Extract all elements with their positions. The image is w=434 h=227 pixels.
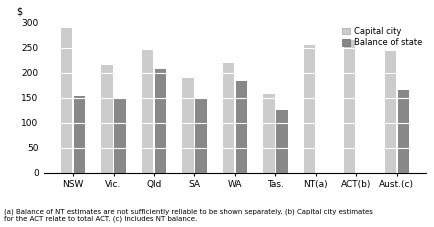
- Bar: [276, 110, 287, 173]
- Bar: [303, 45, 314, 173]
- Text: $: $: [16, 7, 23, 17]
- Bar: [235, 81, 247, 173]
- Bar: [397, 90, 408, 173]
- Bar: [101, 65, 112, 173]
- Bar: [263, 94, 274, 173]
- Bar: [155, 69, 166, 173]
- Legend: Capital city, Balance of state: Capital city, Balance of state: [341, 27, 421, 47]
- Bar: [222, 63, 233, 173]
- Bar: [195, 98, 206, 173]
- Bar: [343, 40, 355, 173]
- Bar: [182, 78, 193, 173]
- Bar: [384, 51, 395, 173]
- Bar: [74, 96, 85, 173]
- Bar: [141, 50, 153, 173]
- Bar: [61, 28, 72, 173]
- Text: (a) Balance of NT estimates are not sufficiently reliable to be shown separately: (a) Balance of NT estimates are not suff…: [4, 208, 372, 222]
- Bar: [114, 99, 125, 173]
